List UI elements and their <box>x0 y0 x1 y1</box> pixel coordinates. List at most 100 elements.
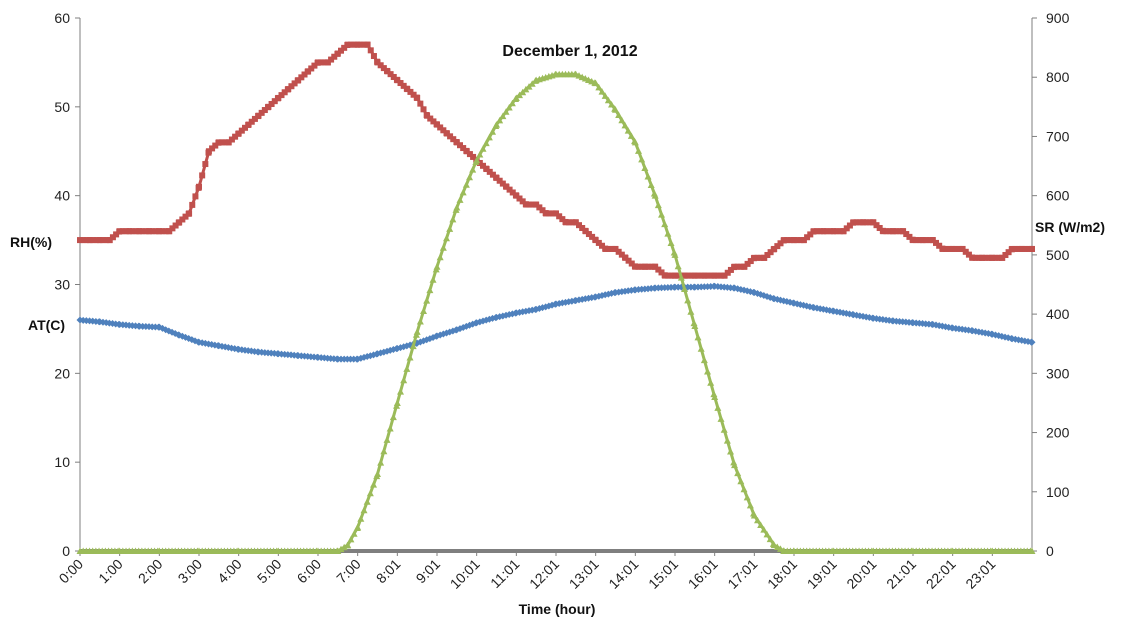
data-point <box>485 133 493 141</box>
data-point <box>196 183 202 190</box>
data-point <box>840 228 847 235</box>
data-point <box>505 311 513 319</box>
data-point <box>688 272 695 279</box>
data-point <box>939 245 946 252</box>
data-point <box>142 228 149 235</box>
data-point <box>350 530 358 537</box>
data-point <box>423 297 431 304</box>
data-point <box>338 47 345 54</box>
x-tick-label: 3:00 <box>175 556 206 587</box>
data-point <box>771 245 778 252</box>
data-point <box>380 447 388 455</box>
data-point <box>695 272 702 279</box>
data-point <box>403 365 411 372</box>
data-point <box>169 225 176 232</box>
data-point <box>493 121 500 128</box>
x-tick-label: 23:01 <box>962 556 998 592</box>
data-point <box>856 219 863 226</box>
data-point <box>449 215 457 223</box>
data-point <box>589 233 596 240</box>
data-point <box>546 210 553 217</box>
data-point <box>384 68 391 75</box>
data-point <box>631 138 639 146</box>
data-point <box>519 198 526 205</box>
data-point <box>324 59 331 66</box>
data-point <box>737 477 745 485</box>
data-point <box>288 83 295 90</box>
data-point <box>90 237 97 244</box>
data-point <box>318 59 325 66</box>
data-point <box>969 254 976 261</box>
data-point <box>638 155 646 163</box>
data-point <box>622 254 629 261</box>
data-point <box>139 228 146 235</box>
data-point <box>536 204 543 211</box>
data-point <box>374 59 381 66</box>
data-point <box>697 345 705 352</box>
data-point <box>700 356 708 364</box>
data-point <box>691 322 699 329</box>
data-point <box>744 260 751 267</box>
data-point <box>480 162 487 169</box>
data-point <box>80 237 87 244</box>
data-point <box>251 115 258 122</box>
y-right-tick-label: 200 <box>1046 425 1070 441</box>
data-point <box>707 379 715 386</box>
data-point <box>743 493 751 501</box>
data-point <box>787 237 794 244</box>
data-point <box>873 222 880 229</box>
data-point <box>159 228 166 235</box>
data-point <box>473 156 481 164</box>
y-left-tick-label: 40 <box>54 188 70 204</box>
x-tick-label: 10:01 <box>447 556 483 592</box>
data-point <box>624 127 632 134</box>
data-point <box>900 228 907 235</box>
data-point <box>675 272 682 279</box>
data-point <box>427 115 434 122</box>
data-point <box>443 234 451 242</box>
data-point <box>757 254 764 261</box>
data-point <box>599 242 606 249</box>
data-point <box>393 399 401 406</box>
data-point <box>83 237 90 244</box>
data-point <box>746 501 754 509</box>
data-point <box>687 308 695 315</box>
data-point <box>612 106 619 113</box>
data-point <box>429 276 437 283</box>
data-point <box>506 186 513 193</box>
data-point <box>499 112 507 120</box>
data-point <box>366 489 374 497</box>
data-point <box>86 237 93 244</box>
data-point <box>483 166 490 173</box>
data-point <box>737 263 744 270</box>
data-point <box>734 263 741 270</box>
data-point <box>598 88 606 95</box>
data-point <box>672 272 678 279</box>
data-point <box>627 132 635 139</box>
data-point <box>162 228 169 235</box>
x-tick-label: 5:00 <box>254 556 285 587</box>
data-point <box>714 404 722 411</box>
y-left-tick-label: 60 <box>54 10 70 26</box>
data-point <box>508 99 516 107</box>
data-point <box>466 151 473 158</box>
data-point <box>347 535 355 543</box>
data-point <box>751 254 758 261</box>
x-tick-label: 7:00 <box>333 556 364 587</box>
data-point <box>275 94 282 101</box>
data-point <box>430 118 437 125</box>
data-point <box>549 210 556 217</box>
data-point <box>608 245 615 252</box>
data-point <box>443 130 450 137</box>
x-tick-label: 22:01 <box>923 556 959 592</box>
data-point <box>1019 245 1026 252</box>
data-point <box>727 448 735 455</box>
data-point <box>146 228 153 235</box>
data-point <box>876 225 883 232</box>
data-point <box>400 82 407 89</box>
data-point <box>447 133 454 140</box>
data-point <box>394 77 401 84</box>
y-left-label-at: AT(C) <box>28 317 65 333</box>
data-point <box>261 107 268 114</box>
data-point <box>242 124 249 131</box>
